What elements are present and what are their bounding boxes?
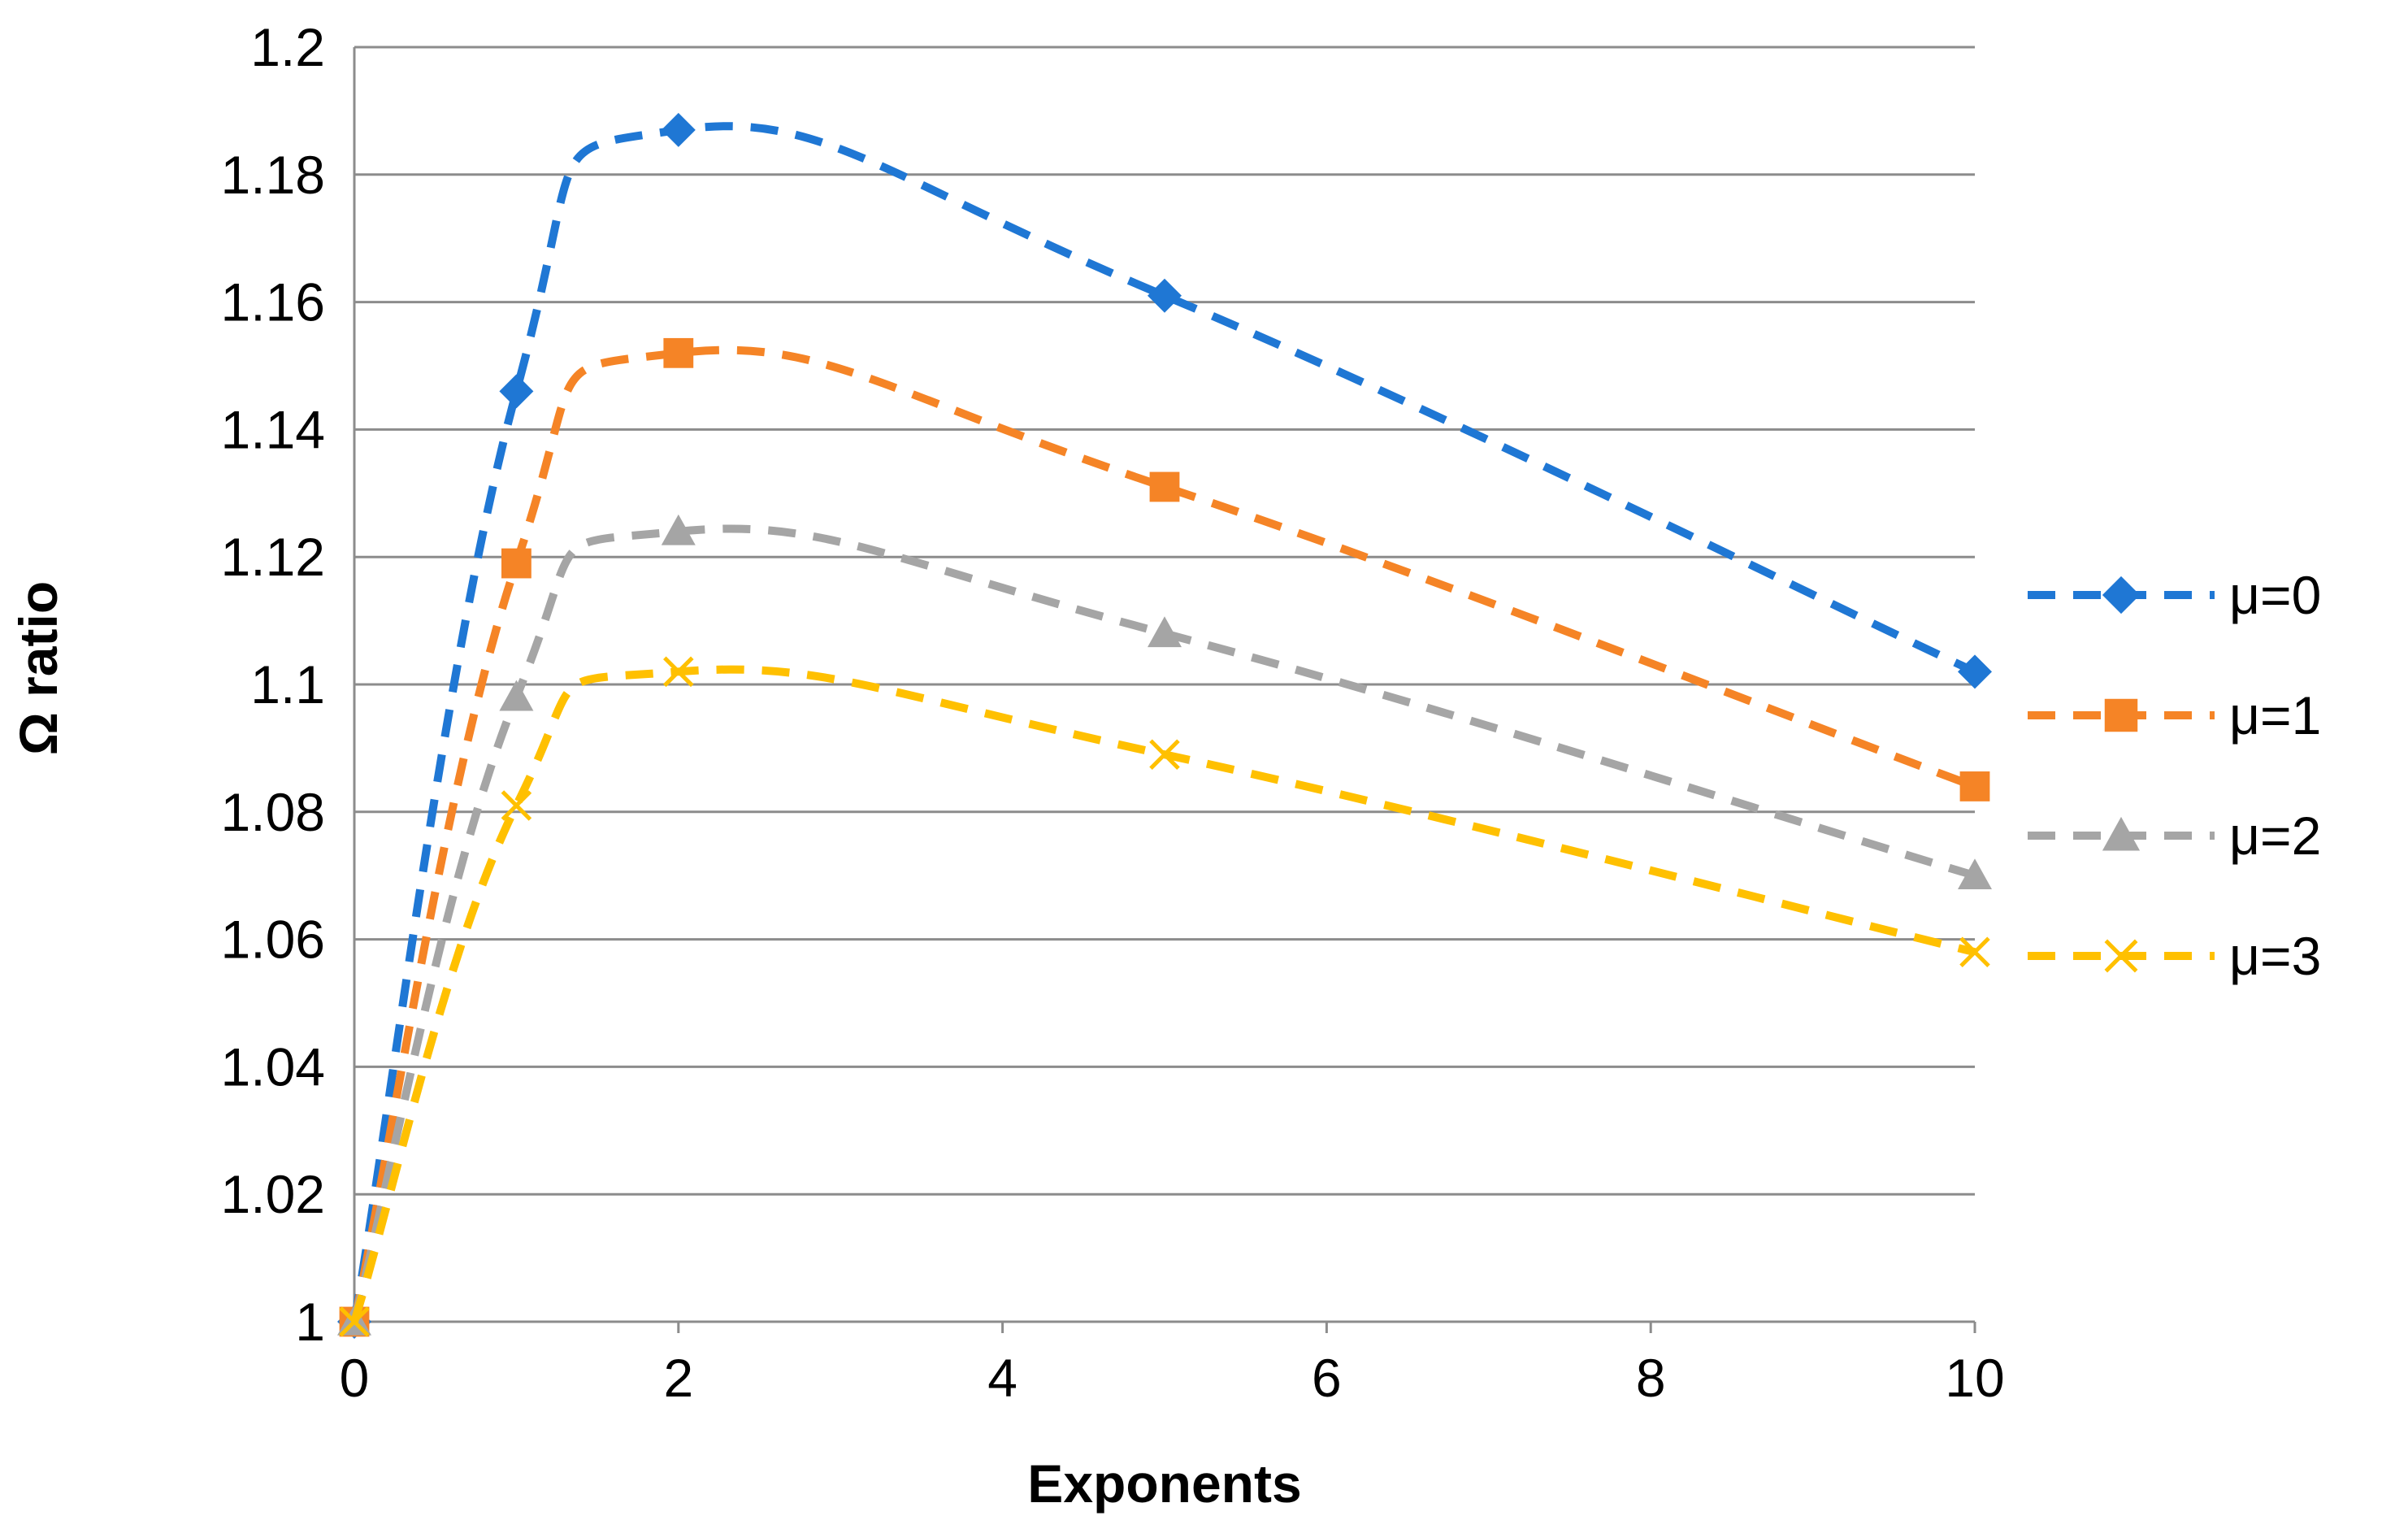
y-tick-label: 1.06	[221, 910, 325, 970]
data-point	[663, 337, 694, 368]
data-point	[339, 1306, 370, 1337]
x-tick-label: 10	[1945, 1348, 2004, 1408]
x-axis-title: Exponents	[1027, 1453, 1301, 1514]
legend-marker	[2102, 816, 2141, 851]
data-point	[1149, 471, 1180, 502]
data-point	[1149, 739, 1180, 771]
data-point	[1958, 654, 1992, 689]
series-line	[350, 524, 1976, 1323]
y-tick-label: 1.02	[221, 1164, 325, 1224]
data-point	[499, 680, 534, 711]
y-tick-labels: 1 1.02 1.04 1.06 1.08 1.1 1.12 1.14 1.16 1.18 1.2	[221, 17, 325, 1352]
legend-label: μ=3	[2229, 926, 2321, 986]
y-tick-label: 1.1	[250, 654, 325, 715]
legend-label: μ=0	[2229, 565, 2321, 625]
y-tick-label: 1.12	[221, 527, 325, 587]
y-tick-label: 1.16	[221, 272, 325, 332]
legend-label: μ=1	[2229, 685, 2321, 745]
series-3	[339, 656, 1990, 1337]
y-tick-label: 1.14	[221, 399, 325, 459]
x-tick-labels: 0 2 4 6 8 10	[340, 1348, 2005, 1408]
legend-item: μ=2	[2028, 806, 2321, 866]
data-point	[661, 112, 696, 147]
series-line	[350, 345, 1976, 1323]
x-tick-label: 0	[340, 1348, 370, 1408]
data-point	[1959, 771, 1990, 801]
legend-item: μ=0	[2028, 565, 2321, 625]
x-tick-label: 2	[663, 1348, 693, 1408]
data-point	[501, 790, 532, 821]
legend-marker	[2102, 576, 2141, 615]
data-point	[663, 656, 694, 688]
data-point	[1958, 858, 1992, 889]
data-point	[661, 514, 696, 545]
x-tick-label: 6	[1312, 1348, 1342, 1408]
x-tick-label: 8	[1636, 1348, 1666, 1408]
y-axis-title: Ω ratio	[8, 581, 68, 755]
series-line	[350, 665, 1976, 1323]
y-tick-label: 1	[295, 1292, 325, 1352]
legend-marker	[2104, 698, 2138, 732]
legend-label: μ=2	[2229, 806, 2321, 866]
data-point	[1959, 936, 1990, 968]
y-tick-label: 1.04	[221, 1036, 325, 1097]
legend: μ=0 μ=1 μ=2 μ=3	[2028, 565, 2321, 986]
y-tick-label: 1.18	[221, 145, 325, 205]
y-tick-label: 1.2	[250, 17, 325, 77]
series-group	[337, 112, 1992, 1339]
data-point	[499, 374, 534, 409]
series-1	[339, 337, 1990, 1337]
legend-marker	[2104, 939, 2138, 973]
x-tick-label: 4	[987, 1348, 1017, 1408]
y-tick-label: 1.08	[221, 782, 325, 842]
data-point	[501, 548, 531, 579]
legend-item: μ=3	[2028, 926, 2321, 986]
series-0	[337, 112, 1992, 1339]
data-point	[1148, 616, 1182, 648]
legend-item: μ=1	[2028, 685, 2321, 745]
data-point	[1148, 278, 1182, 313]
series-2	[337, 514, 1992, 1336]
gridlines	[354, 46, 1975, 1323]
